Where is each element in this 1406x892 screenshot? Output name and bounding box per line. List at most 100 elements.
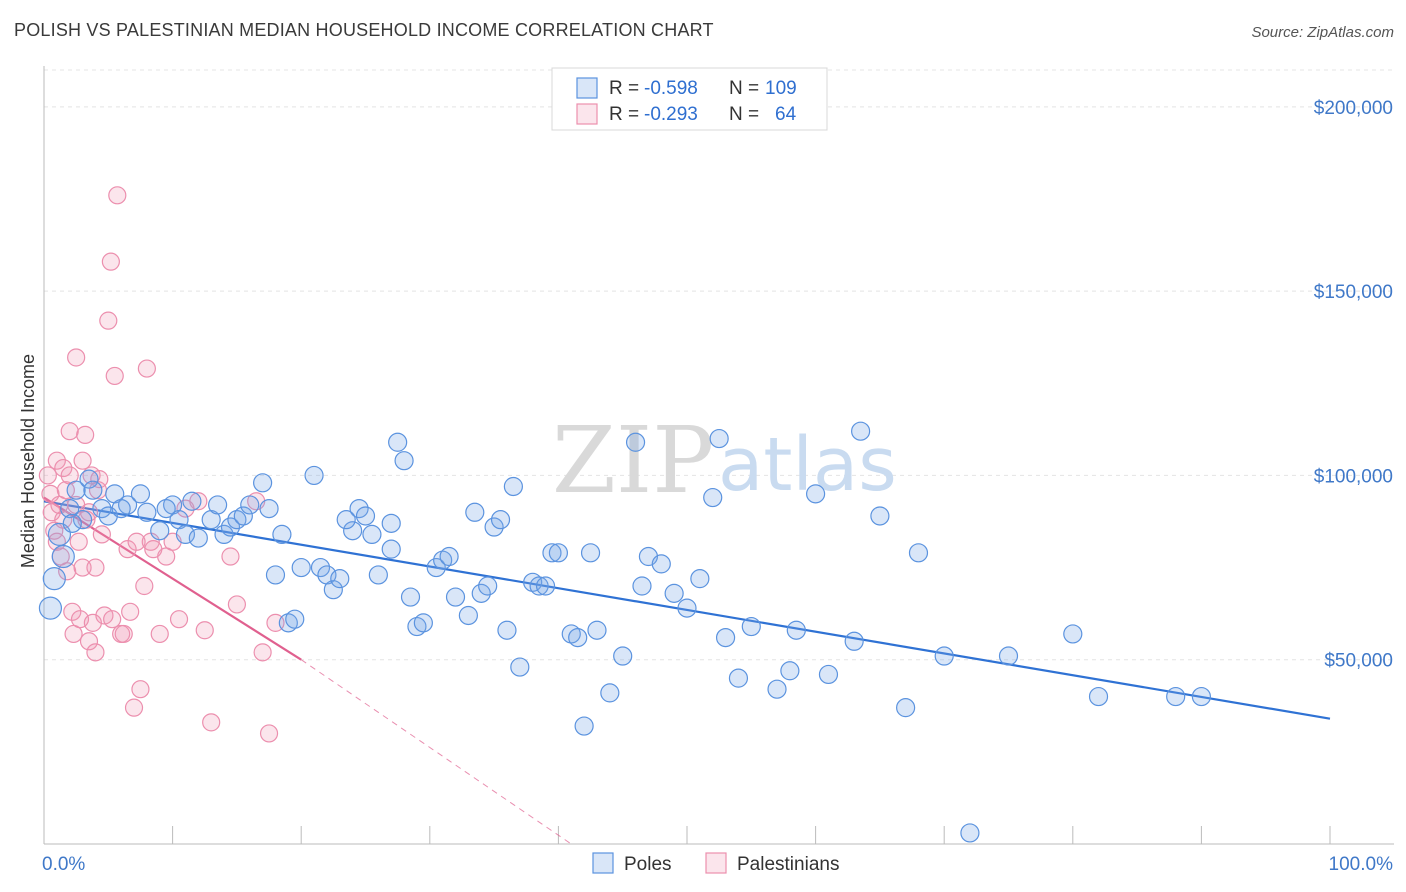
poles-point	[535, 576, 556, 596]
poles-point	[709, 428, 729, 449]
poles-point	[137, 502, 157, 522]
poles-point	[728, 668, 749, 688]
poles-point	[92, 499, 112, 519]
poles-point	[156, 499, 176, 519]
poles-point	[62, 513, 82, 533]
palestinians-point	[79, 632, 99, 651]
source-label: Source: ZipAtlas.com	[1251, 24, 1394, 41]
y-tick-label: $50,000	[1324, 651, 1393, 672]
poles-point	[291, 557, 311, 578]
poles-points	[38, 421, 1212, 843]
poles-point	[542, 543, 562, 563]
poles-point	[741, 616, 761, 637]
poles-point	[227, 510, 247, 530]
poles-point	[83, 480, 103, 500]
palestinians-point	[169, 610, 189, 629]
poles-point	[613, 646, 633, 666]
watermark-zip: ZIP	[552, 407, 714, 514]
poles-point	[805, 484, 826, 504]
palestinians-point	[86, 643, 105, 662]
series-legend-swatch-poles	[592, 852, 614, 874]
palestinians-point	[259, 724, 279, 743]
palestinians-point	[131, 680, 150, 699]
poles-point	[111, 499, 131, 519]
poles-point	[934, 646, 954, 666]
poles-point	[130, 484, 151, 504]
palestinians-trend-line	[43, 496, 302, 661]
palestinians-point	[135, 576, 154, 596]
poles-point	[896, 698, 916, 718]
palestinians-point	[69, 532, 88, 551]
poles-point	[336, 510, 356, 530]
poles-point	[285, 609, 305, 629]
poles-point	[625, 432, 646, 452]
legend-n-label-palestinians: N =	[729, 104, 759, 125]
poles-point	[233, 506, 253, 526]
legend-swatch-palestinians	[576, 103, 598, 125]
poles-point	[253, 473, 273, 493]
poles-point	[1191, 686, 1212, 707]
poles-point	[400, 587, 421, 607]
poles-point	[413, 613, 433, 633]
poles-point	[38, 596, 63, 620]
palestinians-point	[60, 422, 79, 441]
poles-point	[388, 432, 408, 452]
poles-point	[445, 587, 466, 607]
palestinians-point	[73, 451, 92, 470]
poles-point	[394, 451, 414, 471]
legend-r-label-poles: R =	[609, 78, 639, 99]
poles-point	[1166, 686, 1186, 707]
poles-point	[51, 544, 75, 569]
poles-point	[240, 495, 260, 515]
palestinians-point	[127, 532, 146, 551]
palestinians-point	[221, 547, 240, 566]
palestinians-point	[38, 466, 57, 485]
poles-point	[66, 480, 86, 500]
poles-point	[960, 823, 980, 843]
poles-point	[568, 627, 588, 648]
series-legend-label-palestinians: Palestinians	[737, 854, 839, 875]
poles-point	[349, 499, 369, 519]
y-axis-title: Median Household Income	[18, 354, 38, 568]
legend-r-value-palestinians: -0.293	[644, 104, 698, 125]
poles-point	[42, 567, 66, 591]
poles-point	[278, 613, 298, 633]
poles-point	[465, 502, 485, 522]
poles-point	[72, 510, 93, 530]
poles-point	[998, 646, 1019, 666]
poles-point	[677, 598, 697, 618]
palestinians-point	[227, 595, 246, 614]
palestinians-point	[76, 425, 95, 444]
palestinians-point	[195, 621, 214, 640]
poles-point	[844, 631, 864, 651]
poles-point	[780, 661, 800, 681]
poles-point	[188, 528, 208, 548]
palestinians-point	[86, 558, 105, 577]
poles-point	[323, 580, 343, 600]
legend-box	[551, 67, 828, 131]
watermark-atlas: atlas	[718, 422, 897, 508]
poles-point	[368, 565, 388, 585]
palestinians-point	[105, 366, 124, 386]
axes	[43, 66, 1394, 845]
poles-point	[407, 616, 427, 637]
palestinians-point	[73, 558, 92, 577]
poles-point	[767, 679, 787, 699]
palestinians-point	[253, 643, 272, 662]
legend-r-label-palestinians: R =	[609, 104, 639, 125]
trend-lines	[43, 496, 1331, 845]
poles-point	[60, 499, 80, 519]
poles-point	[587, 620, 607, 640]
poles-point	[786, 620, 806, 640]
poles-point	[908, 543, 929, 563]
palestinians-point	[103, 610, 122, 629]
legend-swatch-poles	[576, 77, 598, 99]
poles-point	[715, 627, 736, 648]
legend-n-value-palestinians: 64	[775, 104, 797, 125]
palestinians-points	[38, 186, 285, 743]
poles-point	[548, 543, 569, 563]
palestinians-point	[92, 525, 111, 544]
poles-point	[458, 605, 478, 626]
palestinians-point	[266, 613, 285, 632]
